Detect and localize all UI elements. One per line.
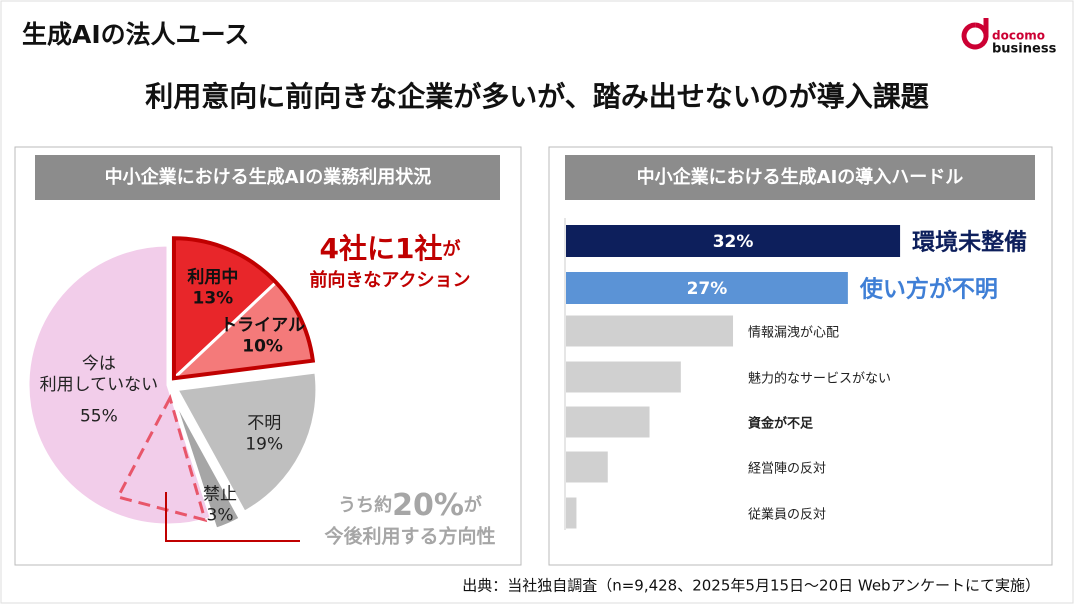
bar	[566, 225, 901, 257]
pie-category-label: 利用中	[187, 267, 239, 288]
dashed-highlight	[115, 393, 208, 523]
logo-line1: docomo	[992, 29, 1045, 43]
highlight-outline	[171, 236, 316, 381]
bar	[566, 361, 681, 393]
panel-title-bg	[565, 155, 1035, 200]
annotation-part: 20%	[392, 488, 464, 523]
pie-category-label: トライアル	[220, 315, 306, 336]
annotation-line2: 今後利用する方向性	[323, 525, 495, 548]
annotation-part: が	[464, 494, 482, 516]
bar-value-label: 27%	[687, 279, 728, 299]
subtitle: 利用意向に前向きな企業が多いが、踏み出せないのが導入課題	[145, 80, 929, 113]
pie-value-label: 55%	[79, 406, 118, 427]
bar	[566, 272, 848, 304]
pie-category-label: 今は 利用していない	[39, 353, 159, 395]
pie-category-label: 不明	[247, 413, 282, 434]
pie-value-label: 3%	[206, 505, 234, 526]
annotation-line2: 前向きなアクション	[309, 269, 470, 291]
logo-icon	[961, 18, 989, 50]
pie-value-label: 19%	[245, 434, 284, 455]
pie-value-label: 13%	[192, 288, 234, 309]
annotation-part: が	[442, 238, 460, 260]
bar-category-label: 使い方が不明	[859, 276, 998, 303]
pie-category-label: 禁止	[203, 484, 238, 505]
right-panel	[548, 146, 1053, 566]
pie-slice	[171, 395, 243, 532]
bar-value-label: 32%	[713, 232, 754, 252]
bar-category-label: 情報漏洩が心配	[748, 325, 839, 341]
annotation-part: うち約	[338, 494, 392, 516]
bar-title: 中小企業における生成AIの導入ハードル	[637, 166, 964, 188]
header-title: 生成AIの法人ユース	[22, 20, 249, 49]
annotation: うち約20%が	[338, 488, 482, 523]
bar-category-label: 経営陣の反対	[748, 462, 826, 477]
logo-line2: business	[992, 42, 1057, 57]
pie-title: 中小企業における生成AIの業務利用状況	[105, 166, 432, 188]
bar-category-label: 環境未整備	[912, 229, 1027, 256]
pie-slice	[174, 370, 319, 515]
bar-category-label: 従業員の反対	[748, 507, 826, 523]
bar	[566, 406, 650, 438]
bar	[566, 451, 608, 483]
bar	[566, 497, 577, 529]
panel-title-bg	[35, 155, 500, 200]
source: 出典：当社独自調査（n=9,428、2025年5月15日～20日 Webアンケー…	[462, 577, 1040, 595]
annotation-part: 4社に1社	[320, 232, 443, 265]
annotation: 4社に1社が	[320, 232, 461, 265]
bar-category-label: 資金が不足	[748, 416, 814, 432]
bar	[566, 315, 734, 347]
pie-value-label: 10%	[242, 336, 283, 357]
pie-slice	[26, 243, 214, 527]
connector	[165, 492, 300, 542]
bar-category-label: 魅力的なサービスがない	[748, 371, 891, 387]
